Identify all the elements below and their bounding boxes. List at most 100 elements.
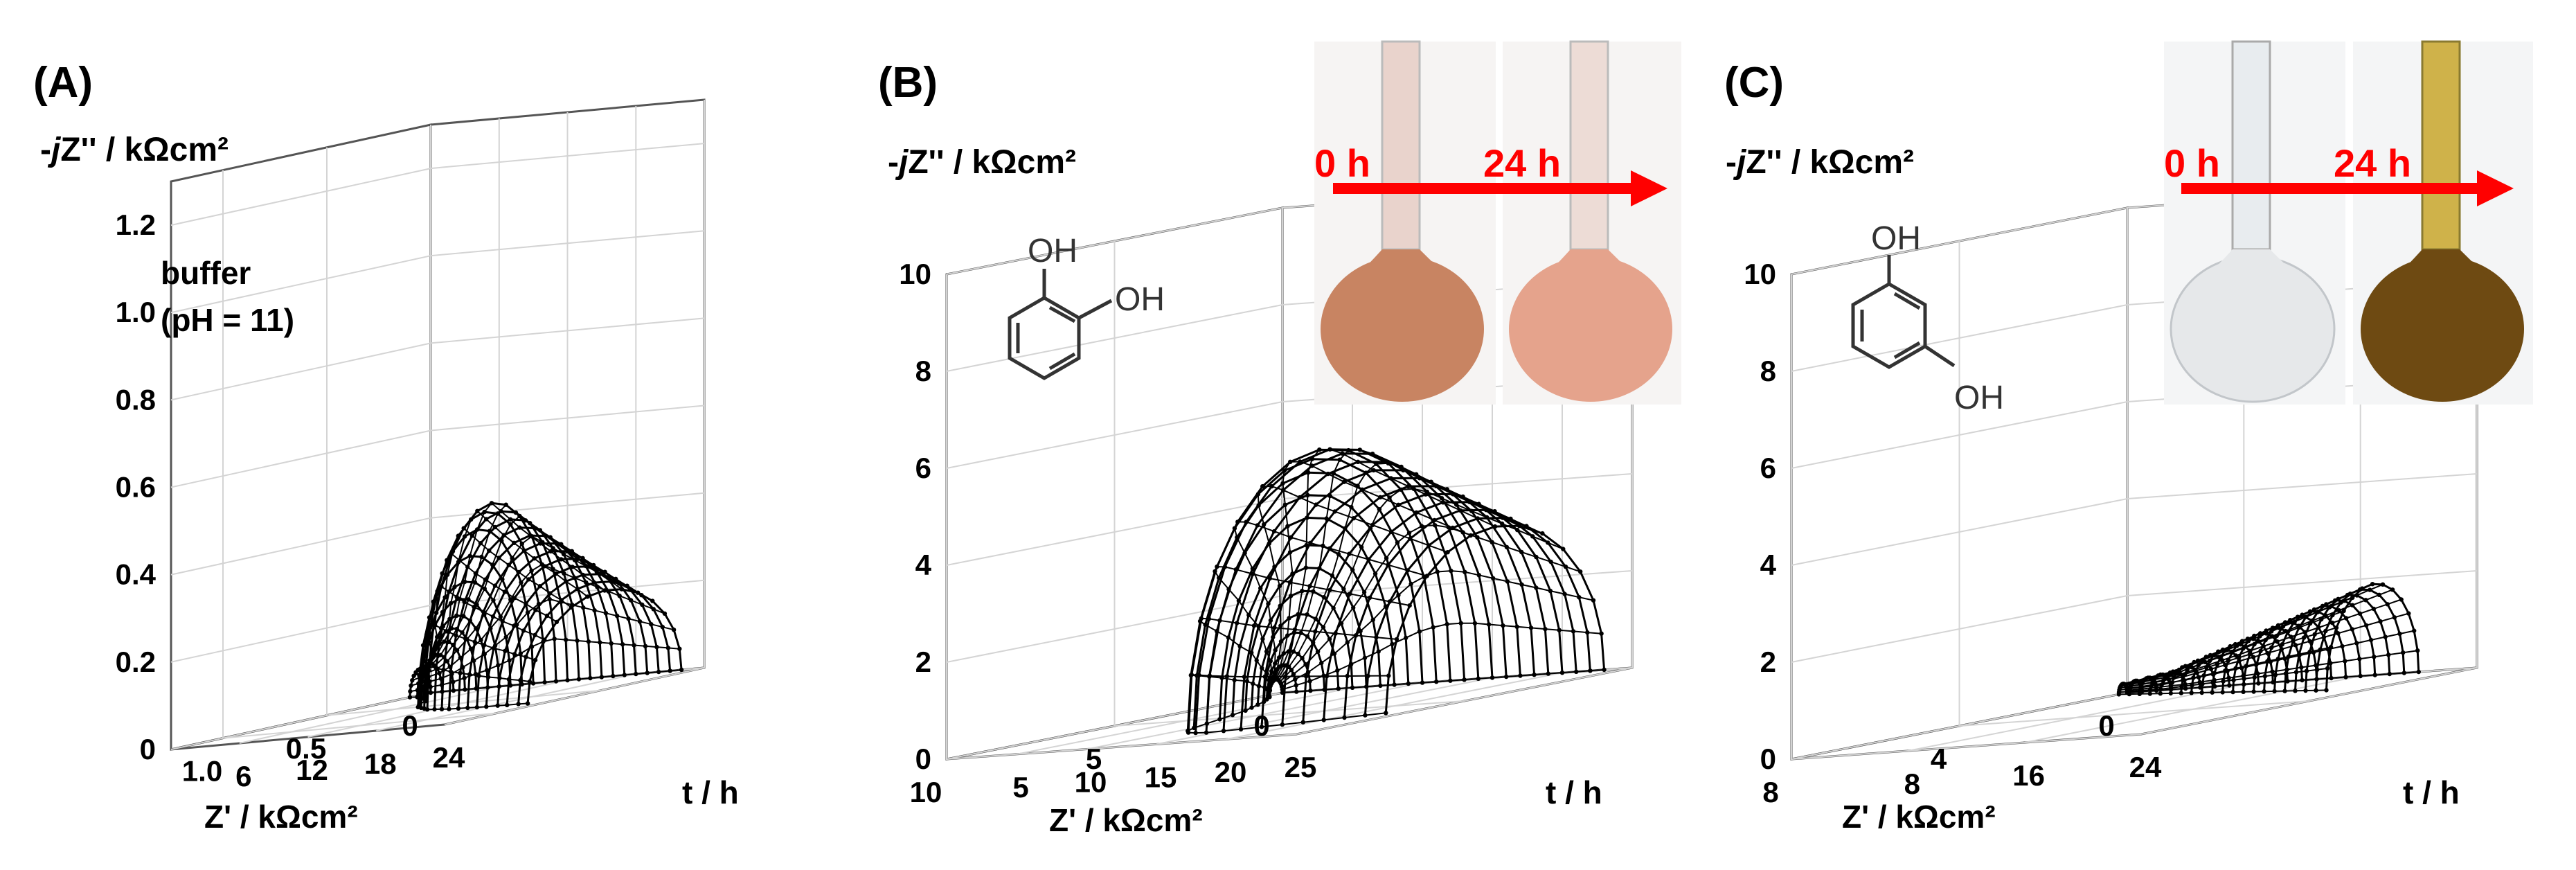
data-point [1331,605,1336,610]
data-point [460,630,465,635]
data-point [1406,483,1411,489]
panel-c-time-arrow: 0 h 24 h [2164,141,2514,206]
data-point [458,671,463,675]
data-point [1500,515,1505,520]
data-point [1514,624,1519,629]
data-point [634,671,638,677]
data-point [2252,641,2257,647]
ytick-label: 0.4 [116,558,156,591]
data-point [2350,627,2354,632]
flask-shoulder-24h [1514,249,1667,305]
data-point [1376,649,1381,654]
data-point [2336,608,2341,613]
flask-shoulder-24h-c [2366,249,2519,305]
data-point [442,595,447,600]
data-point [1431,625,1435,630]
data-point [1350,685,1355,690]
data-point [2168,691,2173,696]
data-point [2300,677,2305,683]
data-point [2377,592,2381,597]
data-point [527,679,533,684]
data-point [2282,689,2287,693]
data-point [1296,651,1300,657]
data-point [528,533,533,538]
data-point [1288,594,1294,598]
panel-b-ylabel: -jZ'' / kΩcm² [888,144,1076,181]
data-point [1280,481,1285,486]
ttick-label: 24 [433,741,465,774]
data-point [468,646,474,651]
data-point [519,580,524,585]
data-point [1476,573,1481,578]
data-point [472,639,477,644]
panel-a: (A) -jZ'' / kΩcm² buffer (pH = 11) 00.20… [33,59,739,835]
data-point [1285,633,1290,638]
ttick-label: 20 [1215,756,1247,788]
ytick-label: 8 [915,355,931,387]
ytick-label: 0.8 [116,383,156,416]
catechol-structure: OH OH [1008,233,1165,380]
data-point [1264,649,1269,654]
data-point [1534,554,1539,560]
data-point [2343,659,2347,664]
data-point [442,639,447,644]
data-point [525,701,530,706]
data-point [2363,598,2368,603]
data-point [1291,649,1296,654]
data-point [1282,502,1288,507]
data-point [2372,673,2377,677]
data-point [1440,500,1445,505]
data-point [2149,684,2154,689]
data-point [2179,691,2183,695]
data-point [1475,535,1480,540]
data-point [1207,673,1213,678]
data-point [2183,682,2188,687]
data-point [1361,589,1367,595]
data-point [2288,618,2293,623]
ytick-label: 0.6 [116,471,156,504]
panel-b-yticks: 0 2 4 6 8 10 [899,258,931,775]
ytick-label: 10 [899,258,931,290]
data-point [1340,451,1345,456]
gridline-x [1113,241,1465,727]
data-point [1384,711,1388,716]
series-guide-line [1280,524,1581,685]
xtick-label: 8 [1762,776,1778,808]
data-point [1499,521,1505,526]
data-point [1458,621,1463,625]
data-point [2147,691,2152,696]
data-point [1377,507,1382,512]
data-point [617,594,622,598]
data-point [438,652,443,657]
data-point [1307,679,1312,684]
data-point [2207,658,2212,664]
data-point [2275,657,2280,662]
data-point [677,646,682,651]
data-point [2370,582,2375,587]
data-point [1277,655,1282,660]
data-point [2372,655,2377,659]
data-point [2258,648,2263,653]
data-point [565,677,570,683]
data-point [2363,623,2369,628]
gridline-y [170,492,705,576]
data-point [1449,568,1454,574]
data-point [467,553,472,558]
data-point [2219,654,2224,659]
data-point [1251,681,1255,686]
data-point [2415,648,2420,653]
data-point [482,509,487,515]
data-point [602,569,607,574]
data-point [1321,595,1327,600]
data-point [1254,658,1259,663]
data-point [679,667,684,673]
data-point [2311,607,2317,612]
data-point [1562,592,1567,596]
gridline-y [1791,473,2478,566]
data-point [570,565,575,569]
data-point [2226,659,2230,664]
data-point [441,667,446,673]
data-point [1305,612,1309,617]
data-point [1355,483,1360,488]
data-point [614,576,618,581]
